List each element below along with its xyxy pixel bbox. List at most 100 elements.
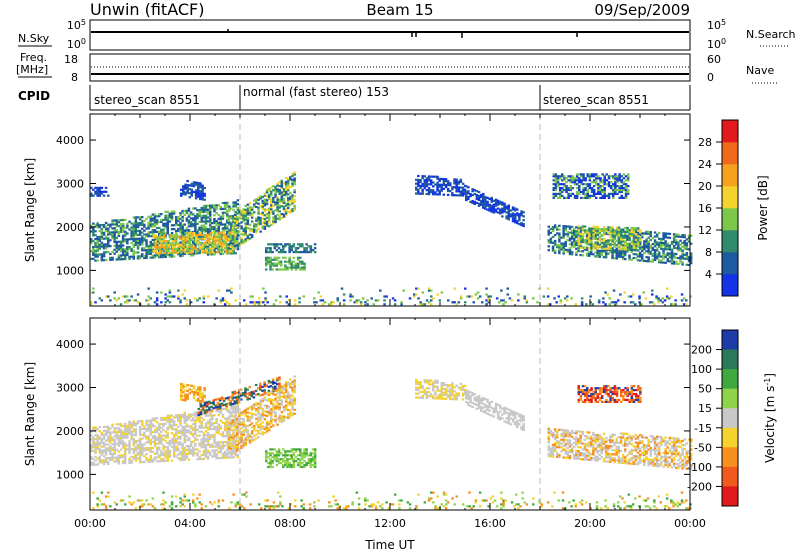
range-cell [102, 233, 106, 236]
range-cell [196, 415, 199, 418]
range-cell [615, 251, 618, 254]
range-cell [240, 225, 243, 228]
range-cell [170, 428, 174, 431]
range-cell [575, 226, 578, 229]
range-cell [240, 240, 243, 244]
range-cell [206, 249, 210, 252]
range-cell [267, 243, 270, 246]
range-cell [214, 404, 217, 407]
range-cell [161, 249, 164, 253]
range-cell [145, 456, 148, 460]
range-cell [421, 177, 424, 180]
range-cell [578, 192, 581, 195]
range-cell [513, 217, 517, 220]
range-cell [107, 243, 110, 246]
range-cell [119, 254, 123, 257]
range-cell [666, 258, 669, 261]
range-cell [603, 232, 606, 235]
range-cell [175, 229, 178, 232]
range-cell [547, 233, 550, 236]
range-cell [186, 232, 189, 235]
range-cell [136, 241, 140, 244]
range-cell [417, 180, 420, 183]
range-cell [188, 392, 191, 395]
range-cell [681, 249, 684, 252]
range-cell [620, 196, 623, 199]
range-cell [203, 186, 206, 190]
range-cell [628, 233, 631, 236]
range-cell [457, 194, 460, 197]
range-cell [590, 235, 593, 238]
range-cell [666, 254, 669, 257]
range-cell [130, 422, 133, 425]
range-cell [203, 241, 206, 244]
range-cell [155, 215, 159, 218]
range-cell [620, 194, 623, 197]
range-cell [429, 179, 433, 182]
range-cell [626, 236, 629, 239]
range-cell [181, 413, 184, 417]
range-cell [134, 453, 138, 456]
range-cell [204, 208, 208, 211]
range-cell [128, 440, 131, 443]
range-cell [294, 268, 298, 271]
range-cell [128, 448, 131, 451]
range-cell [188, 384, 191, 387]
range-cell [284, 260, 287, 263]
range-cell [282, 192, 286, 195]
range-cell [98, 247, 101, 250]
range-cell [166, 216, 169, 219]
range-cell [132, 253, 135, 256]
range-cell [618, 177, 621, 180]
range-cell [164, 436, 167, 439]
range-cell [187, 415, 191, 418]
range-cell [494, 208, 498, 211]
range-cell [215, 449, 218, 452]
range-cell [594, 241, 597, 244]
range-cell [224, 239, 228, 242]
range-cell [166, 220, 169, 223]
range-cell [234, 428, 237, 431]
range-cell [206, 253, 210, 256]
range-cell [109, 231, 112, 234]
range-cell [670, 303, 673, 306]
range-cell [294, 303, 297, 306]
range-cell [240, 238, 243, 242]
range-cell [553, 224, 557, 227]
range-cell [609, 247, 612, 250]
range-cell [465, 197, 468, 200]
range-cell [432, 297, 435, 300]
range-cell [503, 204, 506, 207]
range-cell [272, 189, 275, 192]
range-cell [164, 236, 167, 239]
range-cell [136, 233, 140, 236]
range-cell [130, 236, 133, 239]
range-cell [596, 245, 600, 248]
range-cell [558, 188, 562, 192]
range-cell [206, 409, 209, 412]
range-cell [165, 242, 168, 245]
range-cell [128, 446, 131, 449]
range-cell [197, 397, 200, 400]
range-cell [170, 441, 174, 445]
range-cell [192, 252, 195, 255]
range-cell [570, 297, 573, 300]
range-cell [293, 206, 296, 209]
range-cell [580, 181, 583, 184]
range-cell [288, 251, 291, 254]
range-cell [271, 251, 274, 254]
range-cell [212, 403, 215, 406]
range-cell [567, 194, 570, 197]
range-cell [624, 242, 627, 245]
range-cell [224, 249, 228, 252]
range-cell [282, 205, 286, 208]
range-cell [213, 210, 216, 213]
range-cell [219, 301, 223, 304]
range-cell [230, 454, 233, 457]
range-cell [209, 218, 212, 221]
range-cell [136, 224, 140, 227]
range-cell [622, 246, 625, 249]
range-cell [287, 206, 290, 210]
range-cell [257, 208, 260, 211]
range-cell [128, 461, 131, 464]
